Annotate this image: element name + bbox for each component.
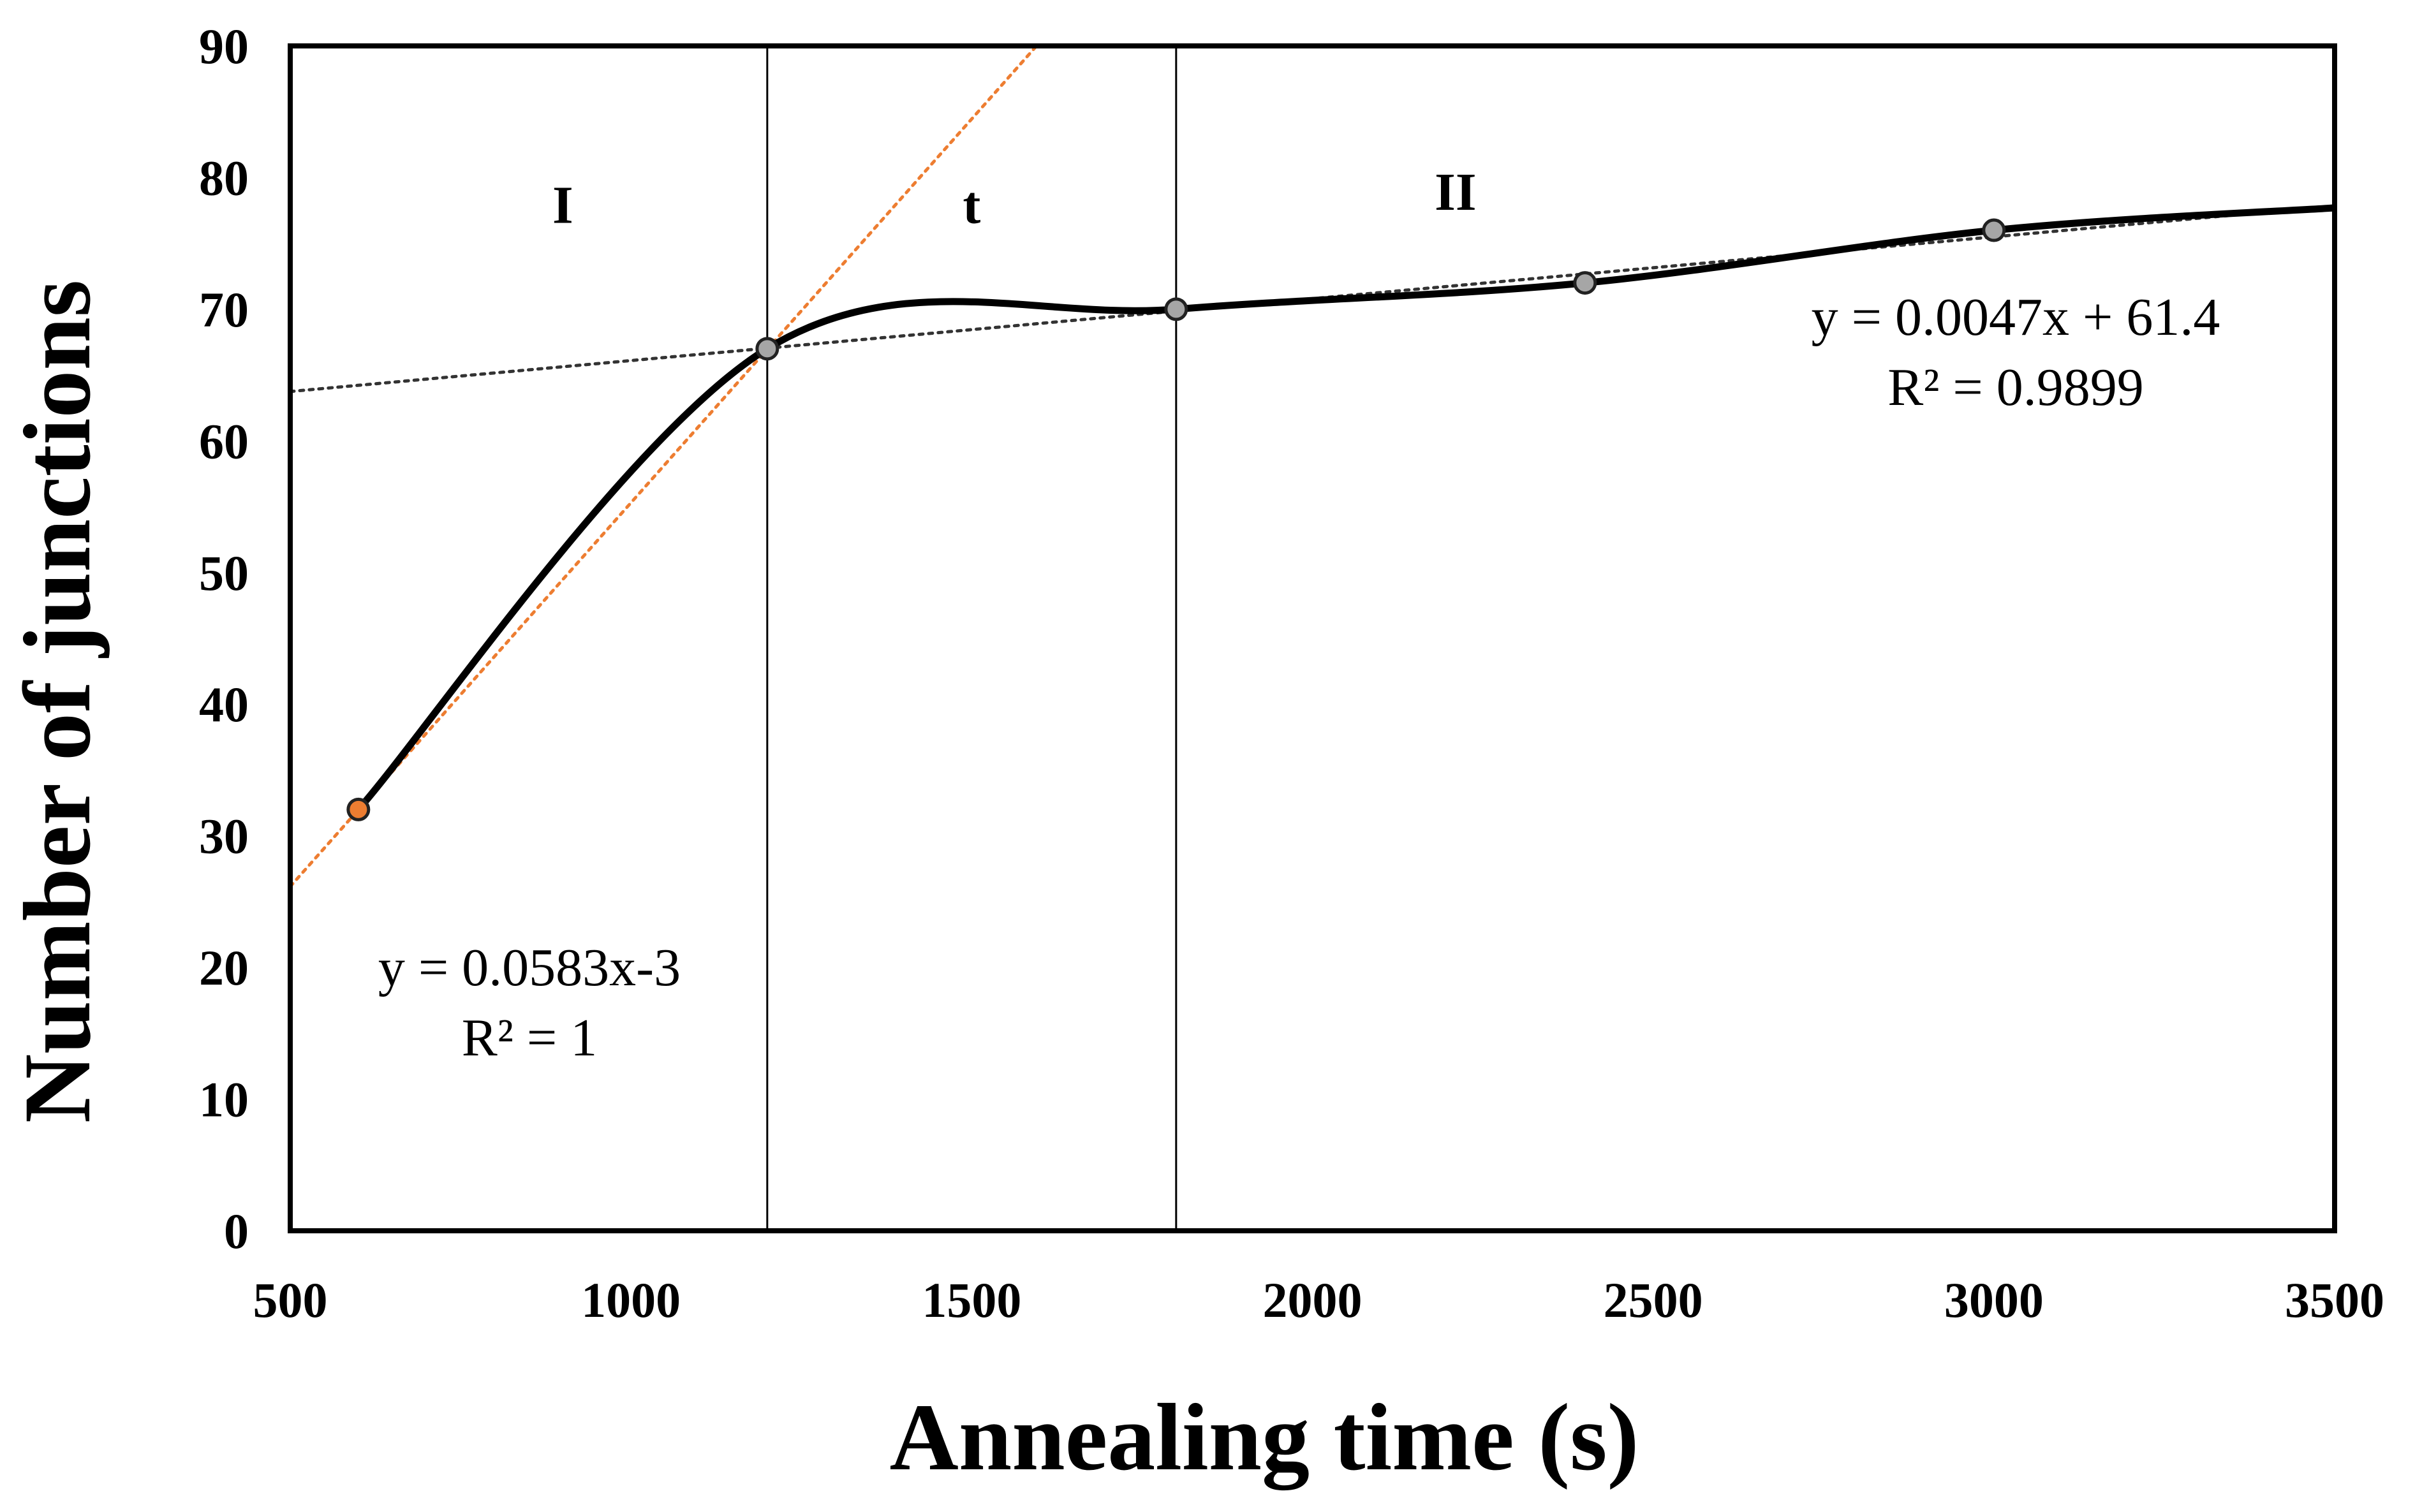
x-tick-label: 2000 bbox=[1263, 1272, 1362, 1328]
y-tick-label: 40 bbox=[199, 677, 249, 732]
y-tick-label: 90 bbox=[199, 18, 249, 74]
x-axis-title: Annealing time (s) bbox=[890, 1384, 1639, 1490]
data-point-2 bbox=[755, 337, 779, 361]
series-line bbox=[355, 204, 2335, 812]
x-tick-labels: 500 1000 1500 2000 2500 3000 3500 bbox=[253, 1272, 2385, 1328]
y-tick-label: 70 bbox=[199, 282, 249, 337]
y-tick-labels: 0 10 20 30 40 50 60 70 80 90 bbox=[199, 18, 249, 1259]
y-tick-label: 30 bbox=[199, 809, 249, 864]
data-point-4 bbox=[1573, 271, 1597, 295]
region-label-1: I bbox=[552, 176, 573, 235]
x-tick-label: 3500 bbox=[2285, 1272, 2384, 1328]
y-tick-label: 20 bbox=[199, 940, 249, 995]
trendlines bbox=[290, 46, 2335, 888]
data-point-5 bbox=[1982, 218, 2006, 242]
x-tick-label: 1500 bbox=[922, 1272, 1021, 1328]
trendline-1-equation: y = 0.0583x-3 bbox=[378, 938, 681, 997]
x-tick-label: 500 bbox=[253, 1272, 328, 1328]
trendline-1-r2: R² = 1 bbox=[462, 1008, 598, 1068]
trendline-1 bbox=[290, 46, 1039, 888]
plot-area-frame bbox=[288, 43, 2337, 1233]
y-axis-title: Number of junctions bbox=[4, 280, 110, 1123]
data-point-1 bbox=[346, 797, 371, 821]
x-tick-label: 1000 bbox=[581, 1272, 681, 1328]
region-label-3: II bbox=[1435, 163, 1476, 222]
y-tick-label: 0 bbox=[224, 1203, 249, 1259]
region-boundaries bbox=[766, 46, 1178, 1231]
data-markers bbox=[346, 218, 2006, 821]
y-tick-label: 80 bbox=[199, 150, 249, 205]
y-tick-label: 10 bbox=[199, 1072, 249, 1127]
y-tick-label: 60 bbox=[199, 413, 249, 469]
data-point-3 bbox=[1164, 297, 1188, 321]
x-tick-label: 2500 bbox=[1604, 1272, 1703, 1328]
region-label-2: t bbox=[963, 176, 980, 235]
data-series bbox=[355, 204, 2335, 812]
y-tick-label: 50 bbox=[199, 545, 249, 601]
trendline-2-r2: R² = 0.9899 bbox=[1887, 358, 2144, 417]
trendline-2-equation: y = 0.0047x + 61.4 bbox=[1812, 288, 2220, 347]
x-tick-label: 3000 bbox=[1944, 1272, 2044, 1328]
